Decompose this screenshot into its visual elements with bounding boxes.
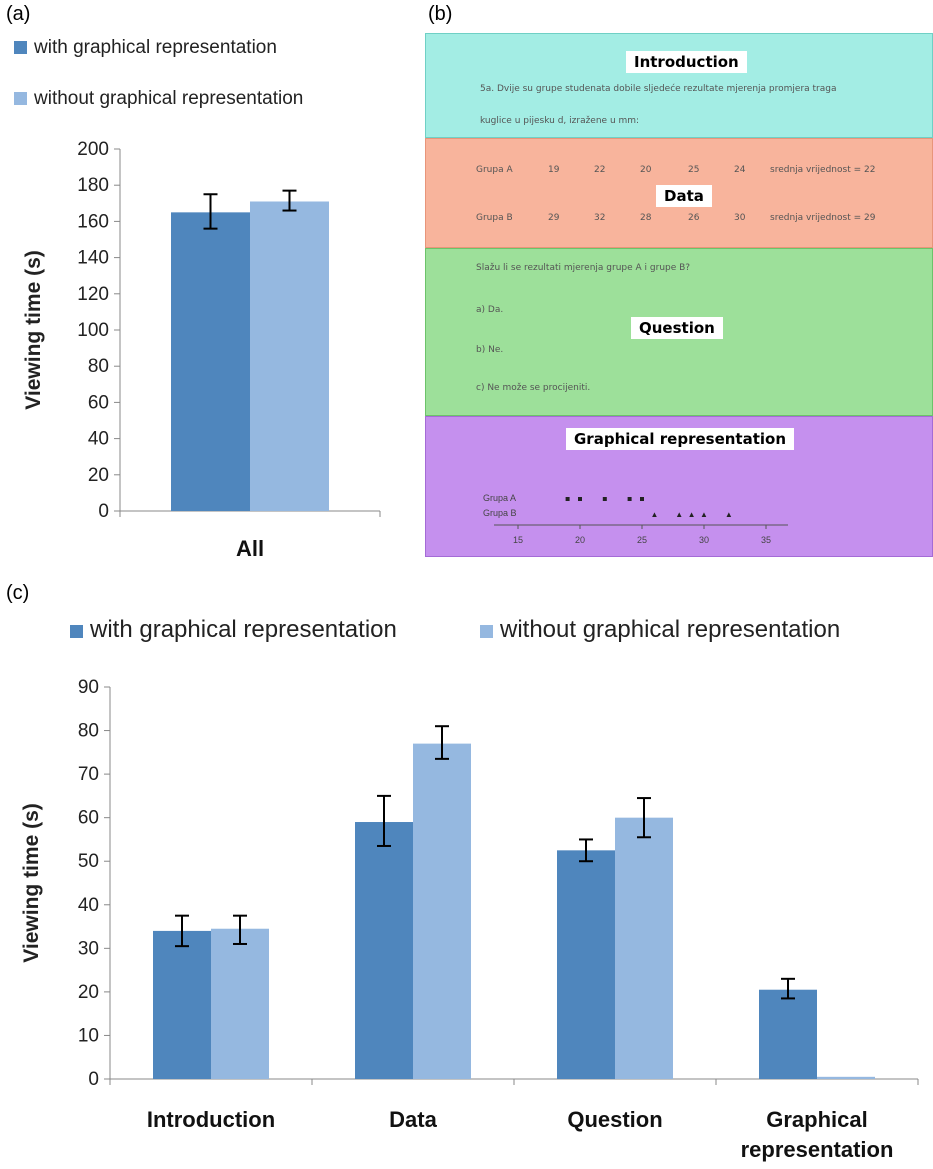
data-row-b-value: 32	[594, 213, 606, 223]
panel-label-c: (c)	[6, 582, 30, 604]
data-row-a-value: 25	[688, 165, 700, 175]
introduction-title: Introduction	[626, 51, 747, 73]
y-tick-label: 10	[78, 1025, 99, 1046]
y-tick-label: 20	[78, 982, 99, 1003]
bar	[557, 850, 615, 1079]
block-graphical: Graphical representation 15 20 25 30 35 Grupa…	[425, 416, 933, 557]
y-tick-label: 70	[78, 764, 99, 785]
graphical-title: Graphical representation	[566, 428, 795, 450]
data-title: Data	[656, 185, 712, 207]
introduction-text-1: 5a. Dvije su grupe studenata dobile slje…	[480, 84, 837, 94]
y-tick-label: 40	[78, 895, 99, 916]
dotplot-point-b: ▲	[688, 510, 696, 519]
dotplot-tick-label: 35	[761, 535, 771, 545]
data-row-b-value: 26	[688, 213, 700, 223]
question-option-b: b) Ne.	[476, 345, 504, 355]
data-row-b-value: 28	[640, 213, 652, 223]
y-tick-label: 0	[98, 501, 109, 522]
legend-swatch	[14, 41, 27, 54]
dotplot-point-b: ▲	[725, 510, 733, 519]
dotplot-point-b: ▲	[650, 510, 658, 519]
dotplot-point-b: ▲	[675, 510, 683, 519]
dotplot-point-b: ▲	[700, 510, 708, 519]
y-tick-label: 60	[78, 808, 99, 829]
legend-label: without graphical representation	[499, 616, 840, 643]
question-title: Question	[631, 317, 723, 339]
dotplot: 15 20 25 30 35 Grupa A Grupa B ▲ ▲ ▲ ▲ ▲	[483, 493, 788, 545]
legend-swatch	[14, 92, 27, 105]
y-tick-label: 50	[78, 851, 99, 872]
y-tick-label: 0	[88, 1069, 99, 1090]
dotplot-point-a	[565, 497, 570, 501]
bar	[615, 817, 673, 1079]
legend-swatch	[480, 625, 493, 638]
x-category-label: Question	[567, 1107, 662, 1132]
data-row-a-value: 24	[734, 165, 746, 175]
legend-label: without graphical representation	[33, 88, 303, 109]
bar	[355, 822, 413, 1079]
question-option-c: c) Ne može se procijeniti.	[476, 383, 591, 393]
y-tick-label: 180	[77, 175, 109, 196]
legend-label: with graphical representation	[33, 37, 277, 58]
bar	[759, 989, 817, 1079]
dotplot-tick-label: 20	[575, 535, 585, 545]
bar	[413, 743, 471, 1079]
data-row-a-mean: srednja vrijednost = 22	[770, 165, 876, 175]
dotplot-point-a	[602, 497, 607, 501]
dotplot-label-b: Grupa B	[483, 508, 517, 518]
question-prompt: Slažu li se rezultati mjerenja grupe A i…	[476, 263, 691, 273]
x-category-label: Data	[389, 1107, 437, 1132]
dotplot-point-a	[627, 497, 632, 501]
dotplot-label-a: Grupa A	[483, 493, 516, 503]
x-category-label: Graphical	[766, 1107, 867, 1132]
data-row-a-label: Grupa A	[476, 165, 513, 175]
bar	[153, 930, 211, 1079]
y-tick-label: 30	[78, 938, 99, 959]
y-tick-label: 40	[88, 429, 109, 450]
legend-swatch	[70, 625, 83, 638]
bar	[817, 1076, 875, 1079]
block-data: Data Grupa A 19 22 20 25 24 srednja vrij…	[425, 138, 933, 248]
y-axis-title: Viewing time (s)	[22, 250, 45, 409]
data-row-b-value: 29	[548, 213, 560, 223]
dotplot-point-a	[578, 497, 582, 501]
data-row-a-value: 22	[594, 165, 606, 175]
data-row-a-value: 19	[548, 165, 560, 175]
y-tick-label: 200	[77, 139, 109, 160]
data-row-a-value: 20	[640, 165, 652, 175]
y-tick-label: 160	[77, 211, 109, 232]
legend-label: with graphical representation	[89, 616, 397, 643]
figure-b-stimulus: Introduction 5a. Dvije su grupe studenat…	[425, 33, 933, 557]
introduction-text-2: kuglice u pijesku d, izražene u mm:	[480, 116, 640, 126]
y-tick-label: 80	[78, 721, 99, 742]
y-tick-label: 20	[88, 465, 109, 486]
chart-a: with graphical representation without gra…	[14, 37, 381, 561]
y-tick-label: 120	[77, 284, 109, 305]
block-introduction: Introduction 5a. Dvije su grupe studenat…	[425, 33, 933, 138]
block-question: Question Slažu li se rezultati mjerenja …	[425, 248, 933, 416]
bar	[211, 928, 269, 1079]
x-category-label: representation	[741, 1137, 894, 1162]
chart-c: with graphical representation without gra…	[20, 616, 919, 1162]
dotplot-tick-label: 15	[513, 535, 523, 545]
y-tick-label: 80	[88, 356, 109, 377]
question-option-a: a) Da.	[476, 305, 504, 315]
bar	[171, 212, 250, 511]
dotplot-tick-label: 30	[699, 535, 709, 545]
y-tick-label: 100	[77, 320, 109, 341]
x-category-label: All	[236, 536, 264, 561]
bar	[250, 201, 329, 512]
y-tick-label: 60	[88, 392, 109, 413]
dotplot-point-a	[640, 497, 644, 501]
x-category-label: Introduction	[147, 1107, 275, 1132]
y-tick-label: 90	[78, 677, 99, 698]
y-tick-label: 140	[77, 248, 109, 269]
data-row-b-value: 30	[734, 213, 746, 223]
dotplot-tick-label: 25	[637, 535, 647, 545]
panel-label-a: (a)	[6, 3, 31, 25]
data-row-b-label: Grupa B	[476, 213, 513, 223]
data-row-b-mean: srednja vrijednost = 29	[770, 213, 876, 223]
panel-label-b: (b)	[428, 3, 453, 25]
y-axis-title: Viewing time (s)	[20, 803, 43, 962]
